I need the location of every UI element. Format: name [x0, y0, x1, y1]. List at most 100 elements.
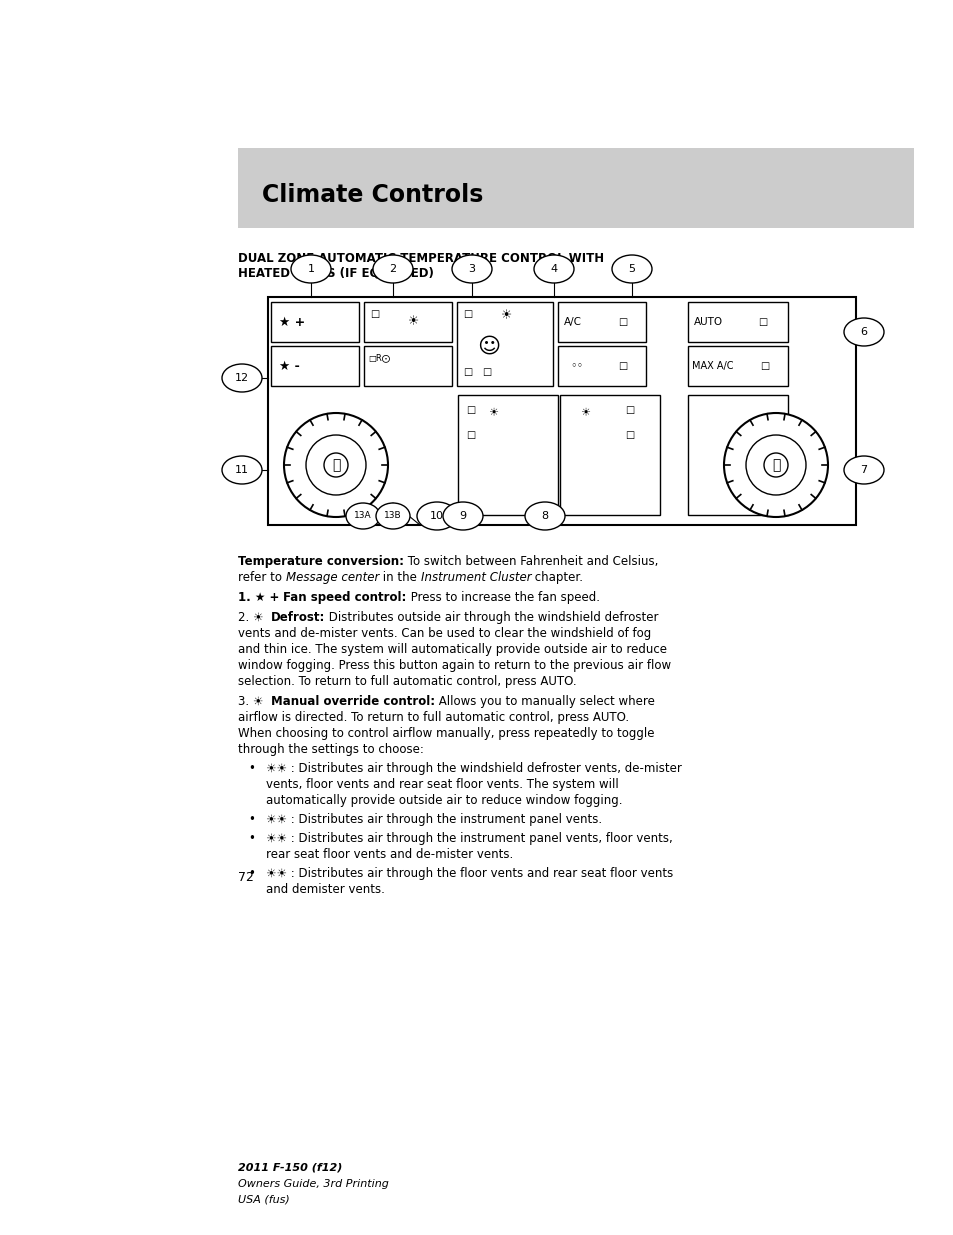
FancyBboxPatch shape	[687, 346, 787, 387]
Text: 10: 10	[430, 511, 443, 521]
Text: DUAL ZONE AUTOMATIC TEMPERATURE CONTROL WITH: DUAL ZONE AUTOMATIC TEMPERATURE CONTROL …	[237, 252, 603, 266]
Text: □: □	[465, 430, 475, 440]
Ellipse shape	[524, 501, 564, 530]
Text: ★ +: ★ +	[278, 315, 305, 329]
Text: 2. ☀: 2. ☀	[237, 611, 271, 624]
Text: 1: 1	[307, 264, 314, 274]
Ellipse shape	[442, 501, 482, 530]
FancyBboxPatch shape	[364, 346, 452, 387]
FancyBboxPatch shape	[558, 303, 645, 342]
Text: 1. ★ +: 1. ★ +	[237, 592, 283, 604]
Text: 13B: 13B	[384, 511, 401, 520]
Text: ☺: ☺	[476, 337, 499, 357]
Text: Instrument Cluster: Instrument Cluster	[420, 571, 531, 584]
Text: 11: 11	[234, 466, 249, 475]
Ellipse shape	[416, 501, 456, 530]
Ellipse shape	[612, 254, 651, 283]
Text: PASS
TEMP: PASS TEMP	[725, 445, 749, 466]
Text: ☀: ☀	[500, 310, 512, 322]
Text: 8: 8	[541, 511, 548, 521]
Text: 2011 F-150 (f12): 2011 F-150 (f12)	[237, 1163, 342, 1173]
Text: To switch between Fahrenheit and Celsius,: To switch between Fahrenheit and Celsius…	[403, 555, 658, 568]
Text: ☀: ☀	[579, 408, 589, 417]
FancyBboxPatch shape	[271, 346, 358, 387]
Text: vents, floor vents and rear seat floor vents. The system will: vents, floor vents and rear seat floor v…	[266, 778, 618, 790]
Circle shape	[745, 435, 805, 495]
Text: ☀☀ : Distributes air through the instrument panel vents.: ☀☀ : Distributes air through the instrum…	[266, 813, 601, 826]
Text: ⏻: ⏻	[771, 458, 780, 472]
Text: Manual override control:: Manual override control:	[271, 695, 435, 708]
Text: AUTO: AUTO	[693, 317, 722, 327]
Ellipse shape	[222, 456, 262, 484]
Text: □: □	[462, 367, 472, 377]
Text: refer to: refer to	[237, 571, 286, 584]
Text: airflow is directed. To return to full automatic control, press AUTO.: airflow is directed. To return to full a…	[237, 711, 628, 724]
Text: ⏻: ⏻	[332, 458, 340, 472]
Ellipse shape	[843, 317, 883, 346]
Text: □: □	[624, 405, 634, 415]
FancyBboxPatch shape	[687, 395, 787, 515]
Ellipse shape	[375, 503, 410, 529]
Text: □: □	[758, 317, 766, 327]
Text: automatically provide outside air to reduce window fogging.: automatically provide outside air to red…	[266, 794, 622, 806]
Text: ☀: ☀	[488, 408, 497, 417]
Text: 4: 4	[550, 264, 557, 274]
Text: •: •	[248, 867, 254, 881]
Text: vents and de-mister vents. Can be used to clear the windshield of fog: vents and de-mister vents. Can be used t…	[237, 627, 651, 640]
Text: and thin ice. The system will automatically provide outside air to reduce: and thin ice. The system will automatica…	[237, 643, 666, 656]
Text: □: □	[760, 361, 768, 370]
Ellipse shape	[843, 456, 883, 484]
Text: in the: in the	[378, 571, 420, 584]
Text: Allows you to manually select where: Allows you to manually select where	[435, 695, 654, 708]
Text: and demister vents.: and demister vents.	[266, 883, 384, 897]
Text: •: •	[248, 762, 254, 776]
Text: □: □	[370, 309, 379, 319]
Ellipse shape	[534, 254, 574, 283]
Text: 6: 6	[860, 327, 866, 337]
FancyBboxPatch shape	[457, 395, 558, 515]
Text: Message center: Message center	[286, 571, 378, 584]
Text: Temperature conversion:: Temperature conversion:	[237, 555, 403, 568]
Text: 3: 3	[468, 264, 475, 274]
Text: 2: 2	[389, 264, 396, 274]
Text: 12: 12	[234, 373, 249, 383]
Ellipse shape	[222, 364, 262, 391]
Text: When choosing to control airflow manually, press repeatedly to toggle: When choosing to control airflow manuall…	[237, 727, 654, 740]
Text: 72: 72	[237, 871, 253, 884]
Text: MAX A/C: MAX A/C	[691, 361, 733, 370]
FancyBboxPatch shape	[271, 303, 358, 342]
FancyBboxPatch shape	[268, 296, 855, 525]
Text: □: □	[624, 430, 634, 440]
FancyBboxPatch shape	[364, 303, 452, 342]
Text: ☀☀ : Distributes air through the windshield defroster vents, de-mister: ☀☀ : Distributes air through the windshi…	[266, 762, 681, 776]
Text: ☀☀ : Distributes air through the instrument panel vents, floor vents,: ☀☀ : Distributes air through the instrum…	[266, 832, 672, 845]
Text: 13A: 13A	[354, 511, 372, 520]
Text: □: □	[465, 405, 475, 415]
Text: □: □	[618, 361, 626, 370]
Text: selection. To return to full automatic control, press AUTO.: selection. To return to full automatic c…	[237, 676, 576, 688]
Text: rear seat floor vents and de-mister vents.: rear seat floor vents and de-mister vent…	[266, 848, 513, 861]
FancyBboxPatch shape	[687, 303, 787, 342]
Text: through the settings to choose:: through the settings to choose:	[237, 743, 423, 756]
Ellipse shape	[346, 503, 379, 529]
FancyBboxPatch shape	[237, 148, 913, 228]
Text: □: □	[481, 367, 491, 377]
Text: Defrost:: Defrost:	[271, 611, 325, 624]
Circle shape	[763, 453, 787, 477]
Circle shape	[306, 435, 366, 495]
FancyBboxPatch shape	[456, 303, 553, 387]
Ellipse shape	[452, 254, 492, 283]
FancyBboxPatch shape	[558, 346, 645, 387]
Text: □R⨀: □R⨀	[368, 353, 390, 363]
Text: □: □	[618, 317, 626, 327]
Circle shape	[284, 412, 388, 517]
Ellipse shape	[291, 254, 331, 283]
Text: ☀: ☀	[408, 315, 418, 329]
Text: 3. ☀: 3. ☀	[237, 695, 271, 708]
Text: chapter.: chapter.	[531, 571, 583, 584]
Text: •: •	[248, 832, 254, 845]
Text: Distributes outside air through the windshield defroster: Distributes outside air through the wind…	[325, 611, 659, 624]
Ellipse shape	[373, 254, 413, 283]
Text: Press to increase the fan speed.: Press to increase the fan speed.	[406, 592, 599, 604]
Text: ★ -: ★ -	[278, 359, 299, 373]
